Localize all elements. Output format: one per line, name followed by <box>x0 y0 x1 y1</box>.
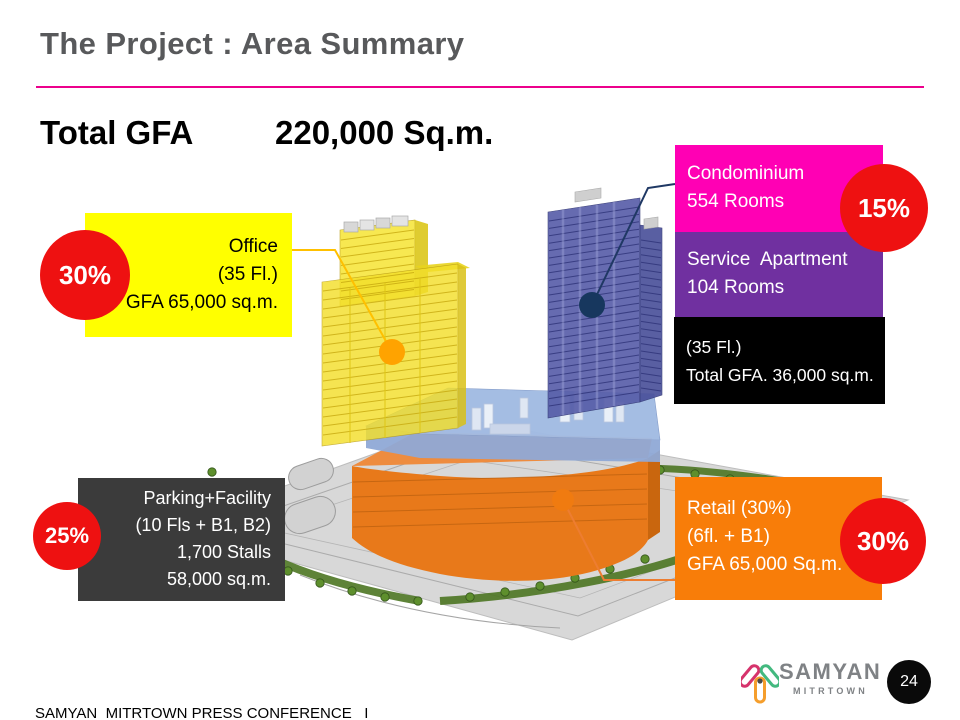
podium-front-face <box>352 458 648 581</box>
retail-callout-line <box>562 499 676 581</box>
residential-roof-cap <box>574 187 602 203</box>
residential-floor-lines-side <box>640 239 662 392</box>
service-apartment-callout-box: Service Apartment 104 Rooms <box>675 232 883 317</box>
retail-percent-badge: 30% <box>840 498 926 584</box>
podium-side-face <box>648 450 660 540</box>
parking-percent-badge: 25% <box>33 502 101 570</box>
tower-total-line-1: (35 Fl.) <box>686 337 742 357</box>
condominium-callout-line <box>591 183 676 306</box>
office-upper-floor-lines <box>340 229 415 300</box>
office-roof-units <box>343 215 409 233</box>
credit-text: SAMYAN MITRTOWN PRESS CONFERENCE I 25.05… <box>35 671 368 720</box>
logo-center-dot <box>757 678 763 684</box>
credit-line-1: SAMYAN MITRTOWN PRESS CONFERENCE I <box>35 705 369 720</box>
title-divider <box>36 86 924 88</box>
office-line-1: Office <box>228 236 278 257</box>
ramp-loop-lower <box>284 495 336 535</box>
retail-callout-box: Retail (30%) (6fl. + B1) GFA 65,000 Sq.m… <box>675 477 882 600</box>
logo-title: SAMYAN <box>779 659 882 684</box>
tower-total-callout-box: (35 Fl.) Total GFA. 36,000 sq.m. <box>674 317 885 404</box>
page-number-badge: 24 <box>887 660 931 704</box>
total-gfa-value: 220,000 Sq.m. <box>275 114 494 151</box>
podium-floor-lines <box>352 473 648 528</box>
office-floor-lines <box>322 272 458 436</box>
logo-subtitle: MITRTOWN <box>793 686 868 696</box>
office-line-3: GFA 65,000 sq.m. <box>125 292 278 313</box>
service-apartment-line-2: 104 Rooms <box>687 277 785 298</box>
office-callout-dot <box>379 339 405 365</box>
parking-line-2: (10 Fls + B1, B2) <box>135 515 271 535</box>
office-percent-badge: 30% <box>40 230 130 320</box>
office-tower-side-face <box>458 264 466 428</box>
condominium-line-1: Condominium <box>687 163 805 184</box>
residential-roof-cap-small <box>643 216 659 230</box>
page-title: The Project : Area Summary <box>40 26 465 61</box>
retail-line-3: GFA 65,000 Sq.m. <box>687 554 843 575</box>
office-callout-line <box>292 249 393 353</box>
parking-line-3: 1,700 Stalls <box>176 542 271 562</box>
parking-callout-box: Parking+Facility (10 Fls + B1, B2) 1,700… <box>78 478 285 601</box>
samyan-mitrtown-logo-icon <box>741 664 779 704</box>
condominium-line-2: 554 Rooms <box>687 191 785 212</box>
condominium-percent-badge: 15% <box>840 164 928 252</box>
office-line-2: (35 Fl.) <box>217 264 278 285</box>
ramp-loop-upper <box>288 457 334 491</box>
parking-line-1: Parking+Facility <box>143 488 271 508</box>
residential-floor-lines <box>548 206 640 407</box>
parking-line-4: 58,000 sq.m. <box>166 569 271 589</box>
retail-callout-dot <box>552 489 574 511</box>
deck-front-face <box>366 426 660 462</box>
condominium-callout-dot <box>579 292 605 318</box>
road-line-bottom <box>299 574 561 629</box>
tower-total-line-2: Total GFA. 36,000 sq.m. <box>686 365 874 385</box>
retail-line-2: (6fl. + B1) <box>687 526 770 547</box>
service-apartment-line-1: Service Apartment <box>687 249 848 270</box>
total-gfa-label: Total GFA <box>40 114 194 151</box>
retail-line-1: Retail (30%) <box>687 498 792 519</box>
